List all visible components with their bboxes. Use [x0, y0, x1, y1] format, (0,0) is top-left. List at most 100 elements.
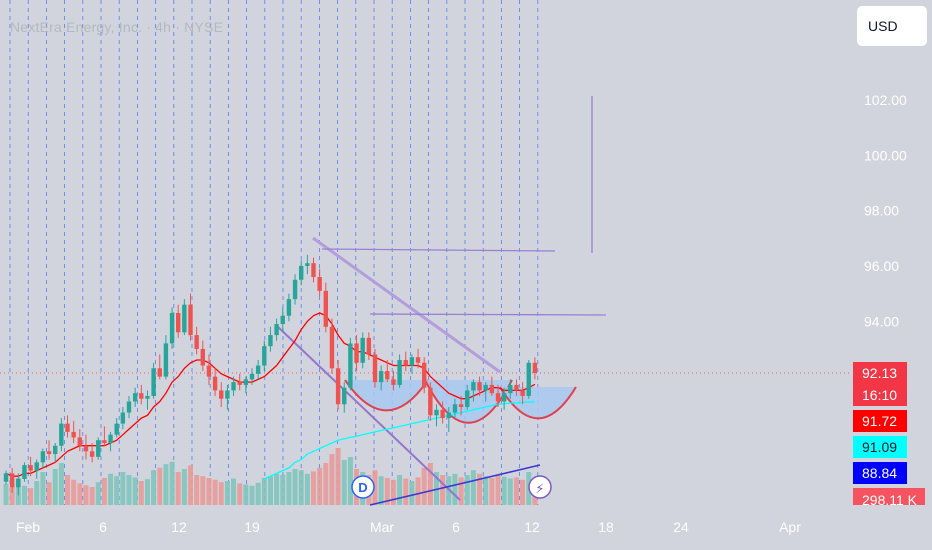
candle-body — [311, 263, 316, 278]
volume-bar — [181, 469, 187, 505]
currency-button[interactable]: USD — [857, 6, 927, 46]
volume-bar — [151, 470, 157, 505]
volume-bar — [323, 463, 329, 505]
volume-bar — [378, 476, 384, 505]
candle-body — [508, 384, 513, 394]
volume-bar — [126, 475, 132, 505]
x-tick-label: Apr — [779, 519, 801, 535]
x-tick-label: 24 — [673, 519, 689, 535]
candle-body — [483, 384, 488, 391]
candle-body — [378, 371, 384, 383]
volume-bar — [286, 472, 292, 505]
volume-bar — [477, 473, 483, 505]
volume-bar — [403, 478, 409, 505]
price-tag: 88.84 — [853, 462, 907, 484]
candle-body — [120, 412, 126, 424]
candle-body — [96, 440, 101, 457]
candle-body — [237, 382, 242, 385]
candle-body — [255, 365, 261, 374]
volume-bar — [3, 484, 9, 505]
candle-body — [243, 379, 249, 385]
volume-bar — [101, 478, 107, 505]
volume-bar — [520, 479, 526, 505]
volume-bar — [501, 476, 507, 505]
candle-body — [292, 279, 298, 300]
candle-body — [514, 384, 519, 391]
candle-body — [71, 431, 76, 438]
candle-body — [200, 348, 205, 366]
volume-bar — [108, 473, 114, 505]
volume-bar — [329, 454, 335, 505]
candle-body — [446, 412, 451, 419]
cup-pattern-1-outline — [344, 379, 429, 412]
volume-bar — [237, 483, 243, 505]
candle-body — [126, 401, 132, 413]
candle-body — [59, 423, 64, 446]
x-tick-label: 12 — [171, 519, 187, 535]
volume-bar — [52, 469, 58, 505]
candle-body — [145, 395, 150, 399]
candle-body — [114, 423, 119, 435]
candle-body — [280, 315, 285, 325]
volume-bar — [513, 477, 519, 505]
candle-body — [108, 434, 113, 443]
volume-bar — [311, 471, 316, 505]
y-tick-label: 98.00 — [864, 203, 899, 219]
candle-body — [286, 299, 292, 316]
volume-bar — [274, 473, 280, 505]
candle-body — [194, 335, 199, 349]
candle-body — [274, 324, 279, 336]
earnings-marker-label: ⚡ — [535, 482, 544, 497]
candle-body — [434, 409, 439, 416]
dividend-marker — [351, 475, 375, 499]
volume-bar — [347, 457, 353, 505]
volume-bar — [212, 479, 218, 505]
volume-bar — [132, 477, 138, 505]
price-tag: 91.72 — [853, 410, 907, 432]
candle-body — [526, 362, 531, 396]
volume-bar — [9, 487, 15, 505]
volume-bar — [483, 476, 489, 505]
volume-bar — [243, 484, 249, 505]
volume-bar — [169, 461, 175, 505]
candle-body — [46, 451, 52, 455]
volume-bar — [384, 478, 390, 505]
volume-bar — [175, 472, 181, 505]
candle-body — [139, 393, 144, 399]
volume-bar — [292, 469, 298, 505]
candle-body — [495, 393, 501, 402]
volume-bar — [206, 478, 212, 505]
descending-trendline-upper — [312, 236, 501, 374]
volume-bar — [280, 475, 286, 505]
volume-bar — [335, 448, 341, 505]
candle-body — [366, 337, 372, 355]
candle-body — [225, 390, 230, 399]
candle-body — [22, 465, 27, 479]
cup-pattern-3-outline — [499, 386, 577, 420]
candle-body — [348, 343, 353, 388]
candle-body — [458, 404, 464, 408]
volume-bar — [452, 473, 458, 505]
volume-bar — [77, 483, 83, 505]
y-tick-label: 100.00 — [864, 147, 907, 163]
candle-body — [299, 265, 304, 280]
volume-bar — [440, 475, 446, 505]
x-tick-label: 18 — [598, 519, 614, 535]
volume-bar — [71, 479, 77, 505]
candle-body — [77, 437, 82, 446]
candle-body — [132, 393, 138, 402]
resistance-line-middle — [369, 313, 607, 316]
volume-bar — [89, 487, 95, 505]
x-tick-label: 19 — [244, 519, 260, 535]
candle-body — [65, 423, 70, 432]
symbol-title: NextEra Energy, Inc. · 4h · NYSE — [10, 19, 224, 35]
candle-body — [163, 343, 169, 377]
moving-average-fast — [5, 312, 536, 477]
price-tag: 298.11 K — [853, 488, 925, 505]
candle-body — [102, 440, 107, 443]
volume-bar — [458, 477, 464, 505]
volume-bar — [144, 479, 150, 505]
y-tick-label: 96.00 — [864, 258, 899, 274]
